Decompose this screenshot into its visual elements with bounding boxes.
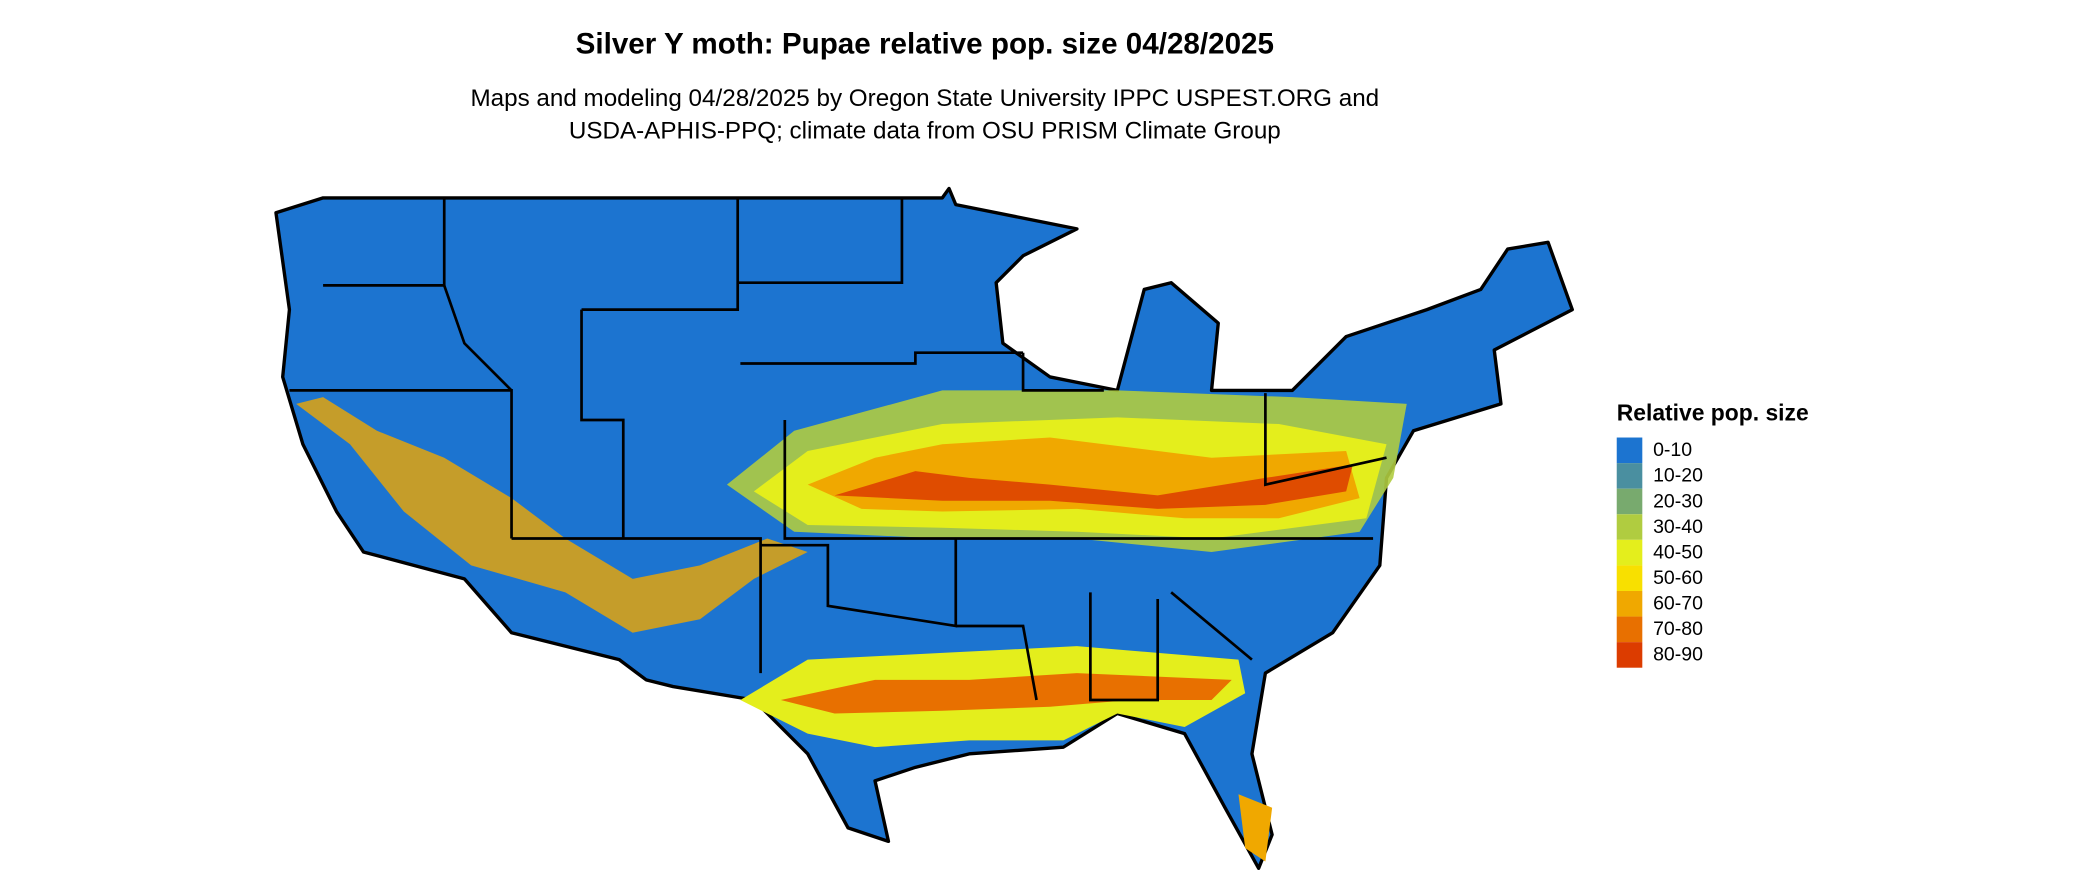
border [581, 197, 740, 311]
border [1264, 393, 1387, 487]
legend-swatch [1616, 590, 1643, 617]
legend-swatch [1616, 565, 1643, 591]
border [783, 420, 1374, 540]
legend-label: 70-80 [1653, 618, 1703, 640]
legend-label: 30-40 [1653, 516, 1703, 538]
legend: Relative pop. size 0-10 10-20 20-30 30-40 40… [1616, 400, 1809, 668]
border [740, 351, 1024, 365]
us-map [274, 186, 1574, 870]
zone-florida [1238, 794, 1273, 862]
state-borders [289, 197, 1387, 702]
border [737, 197, 904, 285]
legend-swatch [1616, 514, 1643, 540]
legend-label: 80-90 [1653, 644, 1703, 666]
border [955, 624, 1038, 701]
border [511, 537, 762, 674]
map-title: Silver Y moth: Pupae relative pop. size … [576, 28, 1274, 61]
border [1170, 591, 1253, 661]
border [1089, 592, 1160, 702]
border [442, 284, 513, 392]
legend-label: 60-70 [1653, 593, 1703, 615]
legend-label: 10-20 [1653, 465, 1703, 487]
border [760, 538, 958, 628]
legend-swatch [1616, 463, 1643, 489]
legend-label: 20-30 [1653, 490, 1703, 512]
zone-peak [834, 464, 1353, 509]
legend-swatch [1616, 437, 1643, 464]
legend-swatch [1616, 488, 1643, 515]
zone-south-hot [780, 673, 1232, 714]
legend-label: 50-60 [1653, 567, 1703, 589]
legend-label: 0-10 [1653, 439, 1692, 461]
subtitle-line: USDA-APHIS-PPQ; climate data from OSU PR… [569, 117, 1281, 144]
legend-swatch [1616, 539, 1643, 566]
zone-west [296, 397, 808, 633]
border [1021, 352, 1104, 392]
border [580, 309, 625, 539]
legend-swatch [1616, 616, 1643, 643]
subtitle-line: Maps and modeling 04/28/2025 by Oregon S… [470, 85, 1379, 112]
legend-title: Relative pop. size [1617, 400, 1809, 426]
legend-label: 40-50 [1653, 541, 1703, 563]
legend-swatch [1616, 642, 1643, 668]
